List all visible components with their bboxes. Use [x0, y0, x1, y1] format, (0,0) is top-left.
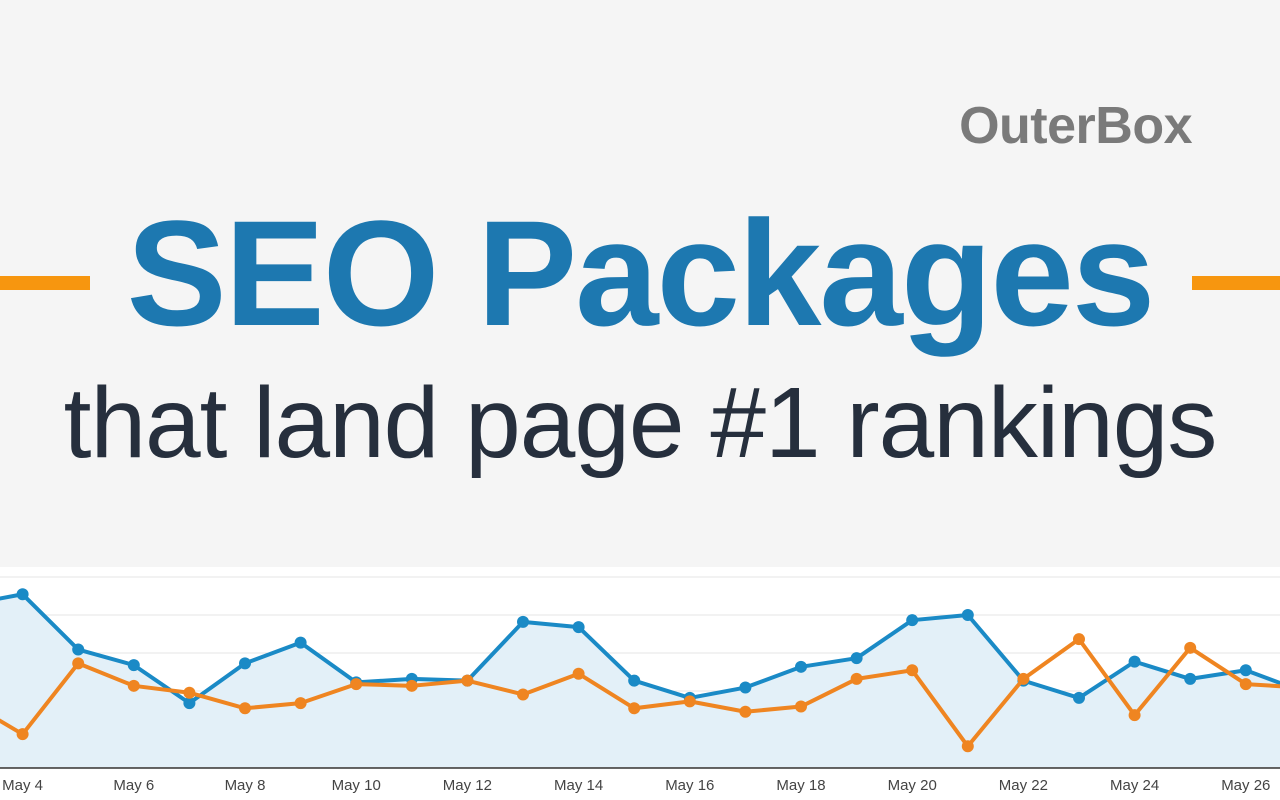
series-area — [0, 594, 1280, 767]
chart-svg: May 4 May 6 May 8 May 10 May 12 May 14 May 16 M… — [0, 576, 1280, 794]
x-tick-label: May 18 — [776, 777, 825, 794]
series-orange-point — [683, 695, 696, 708]
ranking-chart: May 4 May 6 May 8 May 10 May 12 May 14 May 16 M… — [0, 567, 1280, 800]
x-tick-label: May 24 — [1110, 777, 1159, 794]
series-blue-point — [795, 660, 807, 673]
series-orange-point — [850, 672, 863, 685]
series-blue-point — [1184, 672, 1197, 685]
x-tick-label: May 14 — [554, 777, 603, 794]
series-blue-point — [127, 659, 140, 672]
accent-rule-left — [0, 276, 90, 290]
series-orange-point — [405, 679, 418, 692]
page-title: SEO Packages — [126, 189, 1156, 357]
series-blue-point — [1239, 664, 1252, 677]
series-orange-point — [517, 688, 529, 701]
x-tick-label: May 16 — [665, 777, 714, 794]
series-blue-point — [183, 697, 196, 710]
series-orange-point — [72, 657, 85, 670]
series-blue-point — [1073, 691, 1085, 704]
series-orange-point — [1073, 633, 1085, 646]
series-blue-point — [239, 657, 251, 670]
series-blue-point — [906, 614, 919, 627]
series-orange-point — [127, 679, 140, 692]
series-orange-point — [906, 664, 919, 677]
series-blue-point — [628, 674, 641, 687]
x-tick-label: May 20 — [888, 777, 937, 794]
x-tick-label: May 10 — [332, 777, 381, 794]
series-orange-point — [16, 728, 29, 741]
accent-rule-right — [1192, 276, 1280, 290]
series-orange-point — [1017, 672, 1030, 685]
series-orange-point — [1184, 641, 1197, 654]
series-blue-point — [961, 609, 974, 621]
series-orange-point — [628, 702, 641, 715]
page-subtitle: that land page #1 rankings — [63, 367, 1218, 479]
series-orange-point — [239, 702, 251, 715]
series-orange-point — [294, 697, 307, 710]
series-blue-point — [517, 615, 529, 628]
series-blue-point — [739, 681, 752, 694]
x-tick-label: May 6 — [113, 777, 154, 794]
series-blue-point — [294, 636, 307, 649]
series-blue-point — [16, 588, 29, 601]
series-orange-point — [461, 674, 474, 687]
x-tick-label: May 22 — [999, 777, 1048, 794]
hero-banner: OuterBox SEO Packages that land page #1 … — [0, 97, 1280, 479]
x-tick-label: May 8 — [225, 777, 266, 794]
series-orange-point — [739, 705, 752, 718]
series-blue-point — [850, 652, 863, 665]
series-orange-point — [572, 667, 585, 680]
series-orange-point — [1128, 709, 1141, 722]
x-tick-label: May 26 — [1221, 777, 1270, 794]
series-orange-point — [350, 678, 363, 691]
series-orange-point — [1239, 678, 1252, 691]
brand-logo-text: OuterBox — [959, 97, 1192, 155]
x-tick-label: May 4 — [2, 777, 43, 794]
series-blue-point — [72, 643, 85, 656]
series-blue-point — [572, 621, 585, 634]
series-orange-point — [183, 686, 196, 699]
series-orange-point — [961, 740, 974, 753]
series-blue-point — [1128, 655, 1141, 668]
series-orange-point — [795, 700, 807, 713]
x-tick-label: May 12 — [443, 777, 492, 794]
